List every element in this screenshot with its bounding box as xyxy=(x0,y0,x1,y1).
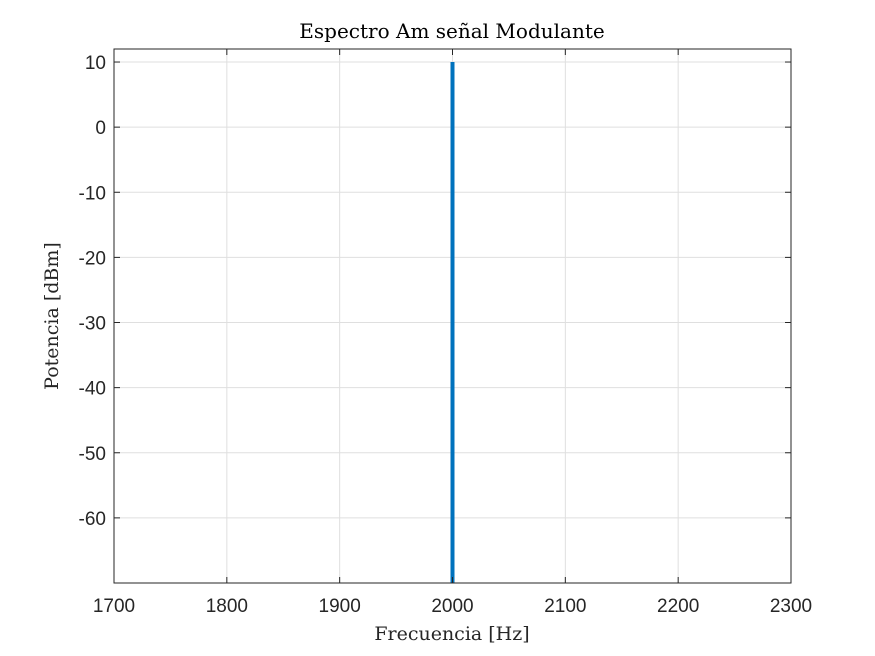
x-tick-label: 1800 xyxy=(206,596,248,617)
x-tick-labels: 1700 1800 1900 2000 2100 2200 2300 xyxy=(93,596,812,617)
y-tick-label: 10 xyxy=(85,53,106,74)
y-tick-label: -60 xyxy=(79,509,106,530)
y-tick-label: -50 xyxy=(79,444,106,465)
x-tick-label: 1900 xyxy=(319,596,361,617)
tick-layer xyxy=(113,49,792,583)
x-tick-label: 2200 xyxy=(657,596,699,617)
y-tick-label: -30 xyxy=(79,314,106,335)
y-tick-label: -10 xyxy=(79,183,106,204)
y-axis-label: Potencia [dBm] xyxy=(41,242,63,390)
y-tick-labels: -60 -50 -40 -30 -20 -10 0 10 xyxy=(79,53,106,530)
x-tick-label: 1700 xyxy=(93,596,135,617)
y-tick-label: -40 xyxy=(79,379,106,400)
y-tick-label: -20 xyxy=(79,248,106,269)
x-tick-label: 2000 xyxy=(431,596,473,617)
y-tick-label: 0 xyxy=(95,118,106,139)
x-tick-label: 2300 xyxy=(770,596,812,617)
chart-title: Espectro Am señal Modulante xyxy=(299,19,604,43)
x-axis-label: Frecuencia [Hz] xyxy=(374,623,529,645)
x-tick-label: 2100 xyxy=(544,596,586,617)
